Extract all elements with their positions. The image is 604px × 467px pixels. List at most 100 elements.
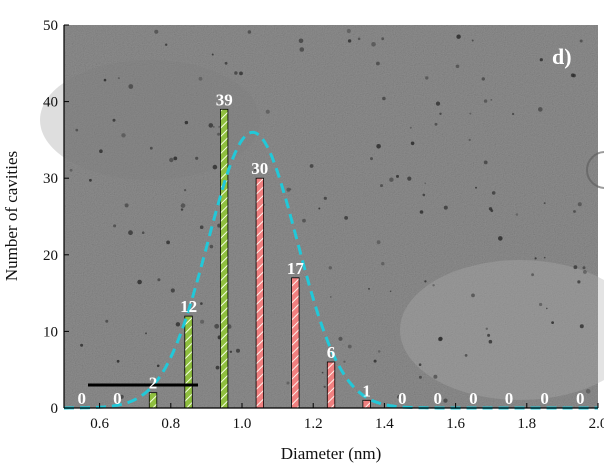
- y-tick-label: 0: [51, 401, 59, 417]
- micrograph-speck: [435, 101, 441, 106]
- bar-value-label: 17: [287, 259, 305, 278]
- y-tick-label: 20: [43, 248, 58, 264]
- micrograph-speck: [538, 107, 543, 112]
- micrograph-speck: [184, 120, 189, 125]
- micrograph-speck: [471, 39, 474, 42]
- bar-value-label: 0: [505, 389, 514, 408]
- micrograph-speck: [198, 76, 203, 81]
- micrograph-speck: [389, 290, 392, 293]
- x-tick-label: 0.8: [161, 416, 180, 432]
- micrograph-speck: [511, 112, 515, 116]
- micrograph-speck: [434, 122, 438, 126]
- micrograph-speck: [344, 216, 348, 220]
- micrograph-speck: [105, 319, 109, 323]
- micrograph-speck: [577, 202, 582, 207]
- micrograph-specks: [69, 28, 591, 403]
- micrograph-speck: [475, 186, 477, 189]
- micrograph-speck: [347, 344, 352, 349]
- micrograph-speck: [439, 112, 442, 116]
- micrograph-speck: [318, 207, 321, 210]
- micrograph-speck: [170, 288, 175, 293]
- bar-value-label: 12: [180, 297, 197, 316]
- micrograph-speck: [215, 365, 220, 370]
- bar-value-label: 39: [216, 90, 233, 109]
- micrograph-speck: [534, 257, 537, 260]
- micrograph-speck: [456, 34, 461, 39]
- micrograph-speck: [323, 196, 327, 200]
- bar-value-label: 0: [469, 389, 478, 408]
- bar: [219, 108, 229, 409]
- micrograph-speck: [217, 132, 221, 136]
- micrograph-speck: [407, 176, 412, 181]
- micrograph-speck: [539, 58, 543, 62]
- micrograph-speck: [579, 39, 583, 43]
- micrograph-speck: [119, 394, 124, 399]
- micrograph-speck: [491, 191, 496, 195]
- micrograph-speck: [323, 385, 326, 388]
- micrograph-speck: [443, 205, 448, 210]
- micrograph-speck: [236, 348, 240, 353]
- micrograph-speck: [577, 280, 581, 284]
- micrograph-speck: [515, 213, 519, 216]
- y-tick-label: 10: [43, 324, 58, 340]
- micrograph-speck: [469, 112, 472, 115]
- micrograph-speck: [551, 321, 554, 324]
- micrograph-speck: [485, 327, 488, 330]
- bar-value-label: 30: [251, 159, 268, 178]
- micrograph-speck: [286, 381, 290, 385]
- micrograph-speck: [286, 187, 291, 192]
- micrograph-speck: [229, 350, 233, 353]
- micrograph-speck: [157, 278, 161, 282]
- bar: [255, 177, 265, 409]
- x-tick-label: 1.6: [446, 416, 465, 432]
- bar: [326, 361, 336, 409]
- micrograph-speck: [498, 236, 503, 241]
- bar-value-label: 0: [398, 389, 407, 408]
- micrograph-speck: [116, 359, 120, 363]
- micrograph-speck: [117, 77, 120, 80]
- micrograph-speck: [376, 144, 381, 149]
- micrograph-speck: [212, 164, 218, 170]
- y-axis-title: Number of cavities: [2, 151, 21, 281]
- micrograph-speck: [113, 224, 117, 228]
- micrograph-speck: [338, 336, 343, 341]
- micrograph-speck: [253, 168, 257, 172]
- micrograph-speck: [381, 262, 385, 266]
- micrograph-speck: [582, 266, 586, 270]
- micrograph-speck: [180, 203, 186, 208]
- micrograph-speck: [149, 146, 153, 150]
- micrograph-speck: [381, 37, 385, 41]
- micrograph-speck: [80, 343, 84, 347]
- bar: [362, 399, 371, 409]
- micrograph-speck: [487, 333, 491, 337]
- micrograph-speck: [169, 157, 174, 163]
- micrograph-speck: [483, 99, 488, 103]
- micrograph-speck: [175, 322, 181, 327]
- micrograph-speck: [103, 78, 107, 82]
- micrograph-speck: [488, 339, 493, 344]
- micrograph-speck: [299, 47, 305, 52]
- micrograph-speck: [376, 240, 381, 245]
- micrograph-speck: [418, 363, 422, 367]
- micrograph-speck: [154, 29, 159, 34]
- micrograph-speck: [481, 77, 485, 81]
- micrograph-speck: [75, 128, 79, 132]
- micrograph-speck: [543, 202, 546, 205]
- micrograph-speck: [573, 210, 576, 213]
- data-labels: 0 0 2 12 39 30 17 6 1 0 0 0 0 0 0: [78, 90, 585, 408]
- micrograph-speck: [173, 156, 178, 161]
- micrograph-speck: [433, 374, 438, 379]
- micrograph-speck: [585, 389, 591, 394]
- micrograph-speck: [200, 319, 205, 324]
- bar-value-label: 2: [149, 374, 158, 393]
- x-tick-label: 1.0: [233, 416, 252, 432]
- micrograph-speck: [346, 28, 351, 34]
- micrograph-speck: [376, 61, 380, 66]
- micrograph-speck: [490, 209, 494, 213]
- micrograph-speck: [347, 39, 352, 43]
- micrograph-speck: [247, 30, 252, 34]
- micrograph-speck: [156, 364, 160, 368]
- bar-value-label: 6: [327, 343, 336, 362]
- micrograph-speck: [546, 307, 548, 310]
- y-tick-label: 50: [43, 18, 58, 34]
